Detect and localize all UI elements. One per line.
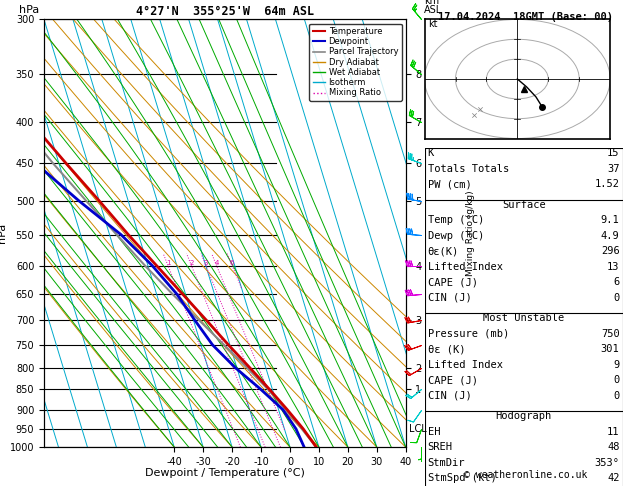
Text: 15: 15 [607,148,620,158]
Text: Dewp (°C): Dewp (°C) [428,231,484,241]
Text: 0: 0 [613,375,620,385]
Text: Lifted Index: Lifted Index [428,360,503,370]
Text: Mixing Ratio (g/kg): Mixing Ratio (g/kg) [466,191,476,276]
Text: 6: 6 [613,278,620,287]
Text: StmSpd (kt): StmSpd (kt) [428,473,496,483]
Text: CAPE (J): CAPE (J) [428,278,477,287]
Text: EH: EH [428,427,440,436]
Point [476,105,486,113]
Text: 353°: 353° [594,458,620,468]
Text: 48: 48 [607,442,620,452]
Text: 4.9: 4.9 [601,231,620,241]
Text: 11: 11 [607,427,620,436]
Text: 750: 750 [601,329,620,339]
Text: LCL: LCL [409,424,427,434]
Text: Pressure (mb): Pressure (mb) [428,329,509,339]
Text: θε(K): θε(K) [428,246,459,256]
Y-axis label: hPa: hPa [0,223,7,243]
Text: K: K [428,148,434,158]
Text: Surface: Surface [502,200,545,209]
Text: 2: 2 [189,260,194,266]
Point [469,111,479,119]
Text: kt: kt [428,19,437,29]
Text: 37: 37 [607,164,620,174]
Text: 0: 0 [613,391,620,401]
X-axis label: Dewpoint / Temperature (°C): Dewpoint / Temperature (°C) [145,468,305,478]
Text: θε (K): θε (K) [428,344,465,354]
Legend: Temperature, Dewpoint, Parcel Trajectory, Dry Adiabat, Wet Adiabat, Isotherm, Mi: Temperature, Dewpoint, Parcel Trajectory… [309,24,401,101]
Text: 17.04.2024  18GMT (Base: 00): 17.04.2024 18GMT (Base: 00) [438,12,613,22]
Text: Totals Totals: Totals Totals [428,164,509,174]
Text: 301: 301 [601,344,620,354]
Text: hPa: hPa [19,5,39,15]
Text: SREH: SREH [428,442,453,452]
Text: Temp (°C): Temp (°C) [428,215,484,225]
Text: 3: 3 [204,260,208,266]
Text: 13: 13 [607,262,620,272]
Text: PW (cm): PW (cm) [428,179,472,190]
Text: km
ASL: km ASL [424,0,442,15]
Text: 6: 6 [230,260,235,266]
Text: CAPE (J): CAPE (J) [428,375,477,385]
Text: 1: 1 [166,260,170,266]
Text: 1.52: 1.52 [594,179,620,190]
Title: 4°27'N  355°25'W  64m ASL: 4°27'N 355°25'W 64m ASL [136,5,314,18]
Text: CIN (J): CIN (J) [428,293,472,303]
Text: 42: 42 [607,473,620,483]
Text: CIN (J): CIN (J) [428,391,472,401]
Text: 9: 9 [613,360,620,370]
Text: 4: 4 [214,260,219,266]
Text: Lifted Index: Lifted Index [428,262,503,272]
Text: 296: 296 [601,246,620,256]
Text: Hodograph: Hodograph [496,411,552,421]
Text: © weatheronline.co.uk: © weatheronline.co.uk [464,470,587,480]
Text: 9.1: 9.1 [601,215,620,225]
Text: StmDir: StmDir [428,458,465,468]
Text: Most Unstable: Most Unstable [483,313,564,323]
Text: 0: 0 [613,293,620,303]
